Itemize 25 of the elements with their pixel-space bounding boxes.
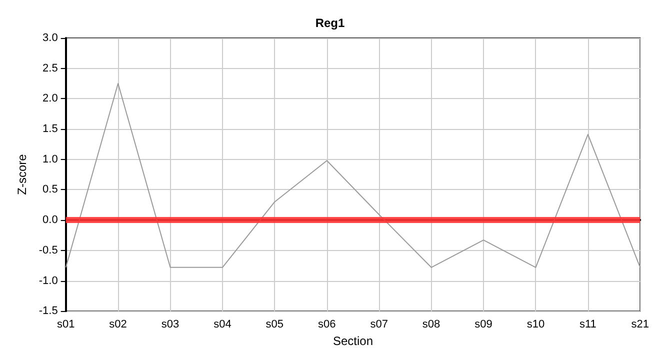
y-tick-label: 0.0 (42, 214, 58, 226)
x-tick-label: s09 (474, 318, 492, 331)
x-tick-label: s11 (579, 318, 596, 331)
x-tick-label: s21 (631, 318, 650, 331)
x-axis-title: Section (332, 334, 374, 348)
y-tick-label: 1.0 (42, 153, 58, 166)
chart-title: Reg1 (315, 16, 345, 30)
x-tick-label: s08 (422, 318, 440, 331)
y-tick-label: 2.0 (42, 92, 58, 105)
y-tick-label: 1.5 (42, 123, 58, 136)
y-tick-label: 2.5 (42, 62, 58, 74)
x-tick-label: s03 (161, 318, 180, 331)
x-tick-label: s02 (109, 318, 127, 331)
x-tick-label: s01 (56, 318, 75, 331)
x-tick-label: s07 (370, 318, 388, 331)
y-tick-label: 3.0 (42, 32, 58, 44)
y-tick-label: 0.5 (42, 184, 58, 196)
y-tick-label: -0.5 (38, 244, 58, 256)
y-tick-label: -1.5 (38, 305, 58, 318)
x-tick-label: s10 (526, 318, 545, 331)
y-axis-title: Z-score (15, 154, 29, 195)
y-tick-label: -1.0 (38, 274, 58, 287)
x-tick-label: s04 (214, 318, 232, 331)
x-tick-label: s05 (266, 318, 284, 331)
x-tick-label: s06 (318, 318, 336, 331)
